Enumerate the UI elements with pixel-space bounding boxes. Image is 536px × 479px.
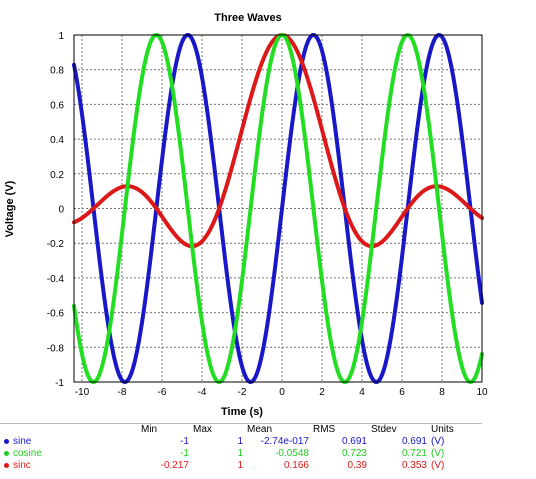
stats-header-stdev: Stdev (371, 424, 397, 435)
y-axis-label: Voltage (V) (4, 180, 16, 237)
sine-stdev: 0.691 (401, 436, 427, 447)
cosine-mean: -0.0548 (275, 448, 309, 459)
sinc-units: (V) (431, 460, 445, 471)
x-tick-label: 8 (439, 387, 445, 398)
stats-header-min: Min (141, 424, 158, 435)
y-tick-label: 0.8 (50, 66, 64, 77)
y-tick-label: -0.2 (47, 239, 65, 250)
y-tick-label: -0.8 (47, 343, 65, 354)
sine-units: (V) (431, 436, 445, 447)
stats-label-cosine: cosine (13, 448, 42, 459)
stats-row-sine: sine -1 1 -2.74e-017 0.691 0.691 (V) (0, 436, 482, 448)
series-line-cosine (72, 33, 484, 384)
series-layer (72, 33, 484, 384)
cosine-legend-marker (4, 450, 9, 456)
sinc-stdev: 0.353 (401, 460, 427, 471)
grid-layer (74, 34, 483, 383)
x-tick-label: -8 (118, 387, 127, 398)
cosine-max: 1 (237, 448, 243, 459)
sinc-min: -0.217 (160, 460, 189, 471)
x-tick-label: 6 (399, 387, 405, 398)
sine-legend-marker (4, 438, 9, 444)
sinc-legend-marker (4, 462, 9, 468)
sine-max: 1 (237, 436, 243, 447)
y-tick-label: 1 (58, 31, 64, 42)
x-tick-label: 10 (476, 387, 488, 398)
stats-name-cosine: cosine (0, 448, 139, 460)
stats-name-sinc: sinc (0, 460, 139, 472)
sine-min: -1 (180, 436, 189, 447)
y-tick-label: 0.2 (50, 170, 64, 181)
x-tick-label: 4 (359, 387, 365, 398)
y-tick-label: -0.6 (47, 309, 65, 320)
stats-header-units: Units (431, 424, 454, 435)
stats-label-sinc: sinc (13, 460, 31, 471)
sinc-mean: 0.166 (283, 460, 309, 471)
statistics-table: Min Max Mean RMS Stdev Units sine -1 1 -… (0, 423, 482, 472)
x-tick-label: -4 (198, 387, 207, 398)
chart-title: Three Waves (214, 12, 281, 24)
stats-name-sine: sine (0, 436, 139, 448)
x-axis-label: Time (s) (221, 406, 263, 418)
stats-label-sine: sine (13, 436, 32, 447)
y-tick-label: 0 (58, 205, 64, 216)
stats-header-max: Max (193, 424, 212, 435)
y-tick-label: 0.6 (50, 100, 64, 111)
x-tick-label: -6 (158, 387, 167, 398)
sinc-max: 1 (237, 460, 243, 471)
x-tick-label: -10 (75, 387, 90, 398)
chart-area: Three Waves -10 -8 -6 -4 -2 0 2 4 6 8 10-1-0.8-0.6… (4, 12, 488, 418)
stats-header-rms: RMS (313, 424, 336, 435)
stats-row-cosine: cosine -1 1 -0.0548 0.723 0.721 (V) (0, 448, 482, 460)
sine-mean: -2.74e-017 (260, 436, 309, 447)
series-line-sine (72, 33, 484, 384)
y-tick-label: -0.4 (47, 274, 65, 285)
stats-row-sinc: sinc -0.217 1 0.166 0.39 0.353 (V) (0, 460, 482, 472)
plot-frame (73, 34, 483, 383)
y-tick-label: -1 (55, 378, 64, 389)
cosine-units: (V) (431, 448, 445, 459)
cosine-rms: 0.723 (341, 448, 367, 459)
x-tick-label: 2 (319, 387, 325, 398)
cosine-min: -1 (180, 448, 189, 459)
sine-rms: 0.691 (341, 436, 367, 447)
cosine-stdev: 0.721 (401, 448, 427, 459)
sinc-rms: 0.39 (347, 460, 367, 471)
y-tick-label: 0.4 (50, 135, 64, 146)
stats-header-mean: Mean (247, 424, 273, 435)
tick-labels: -10 -8 -6 -4 -2 0 2 4 6 8 10 -1 -0.8 -0.6 -0.4 -0.2 0 0.2… (47, 31, 488, 398)
x-tick-label: 0 (279, 387, 285, 398)
stats-header-row: Min Max Mean RMS Stdev Units (0, 424, 482, 436)
stats-header-name (0, 424, 139, 436)
x-tick-label: -2 (238, 387, 247, 398)
